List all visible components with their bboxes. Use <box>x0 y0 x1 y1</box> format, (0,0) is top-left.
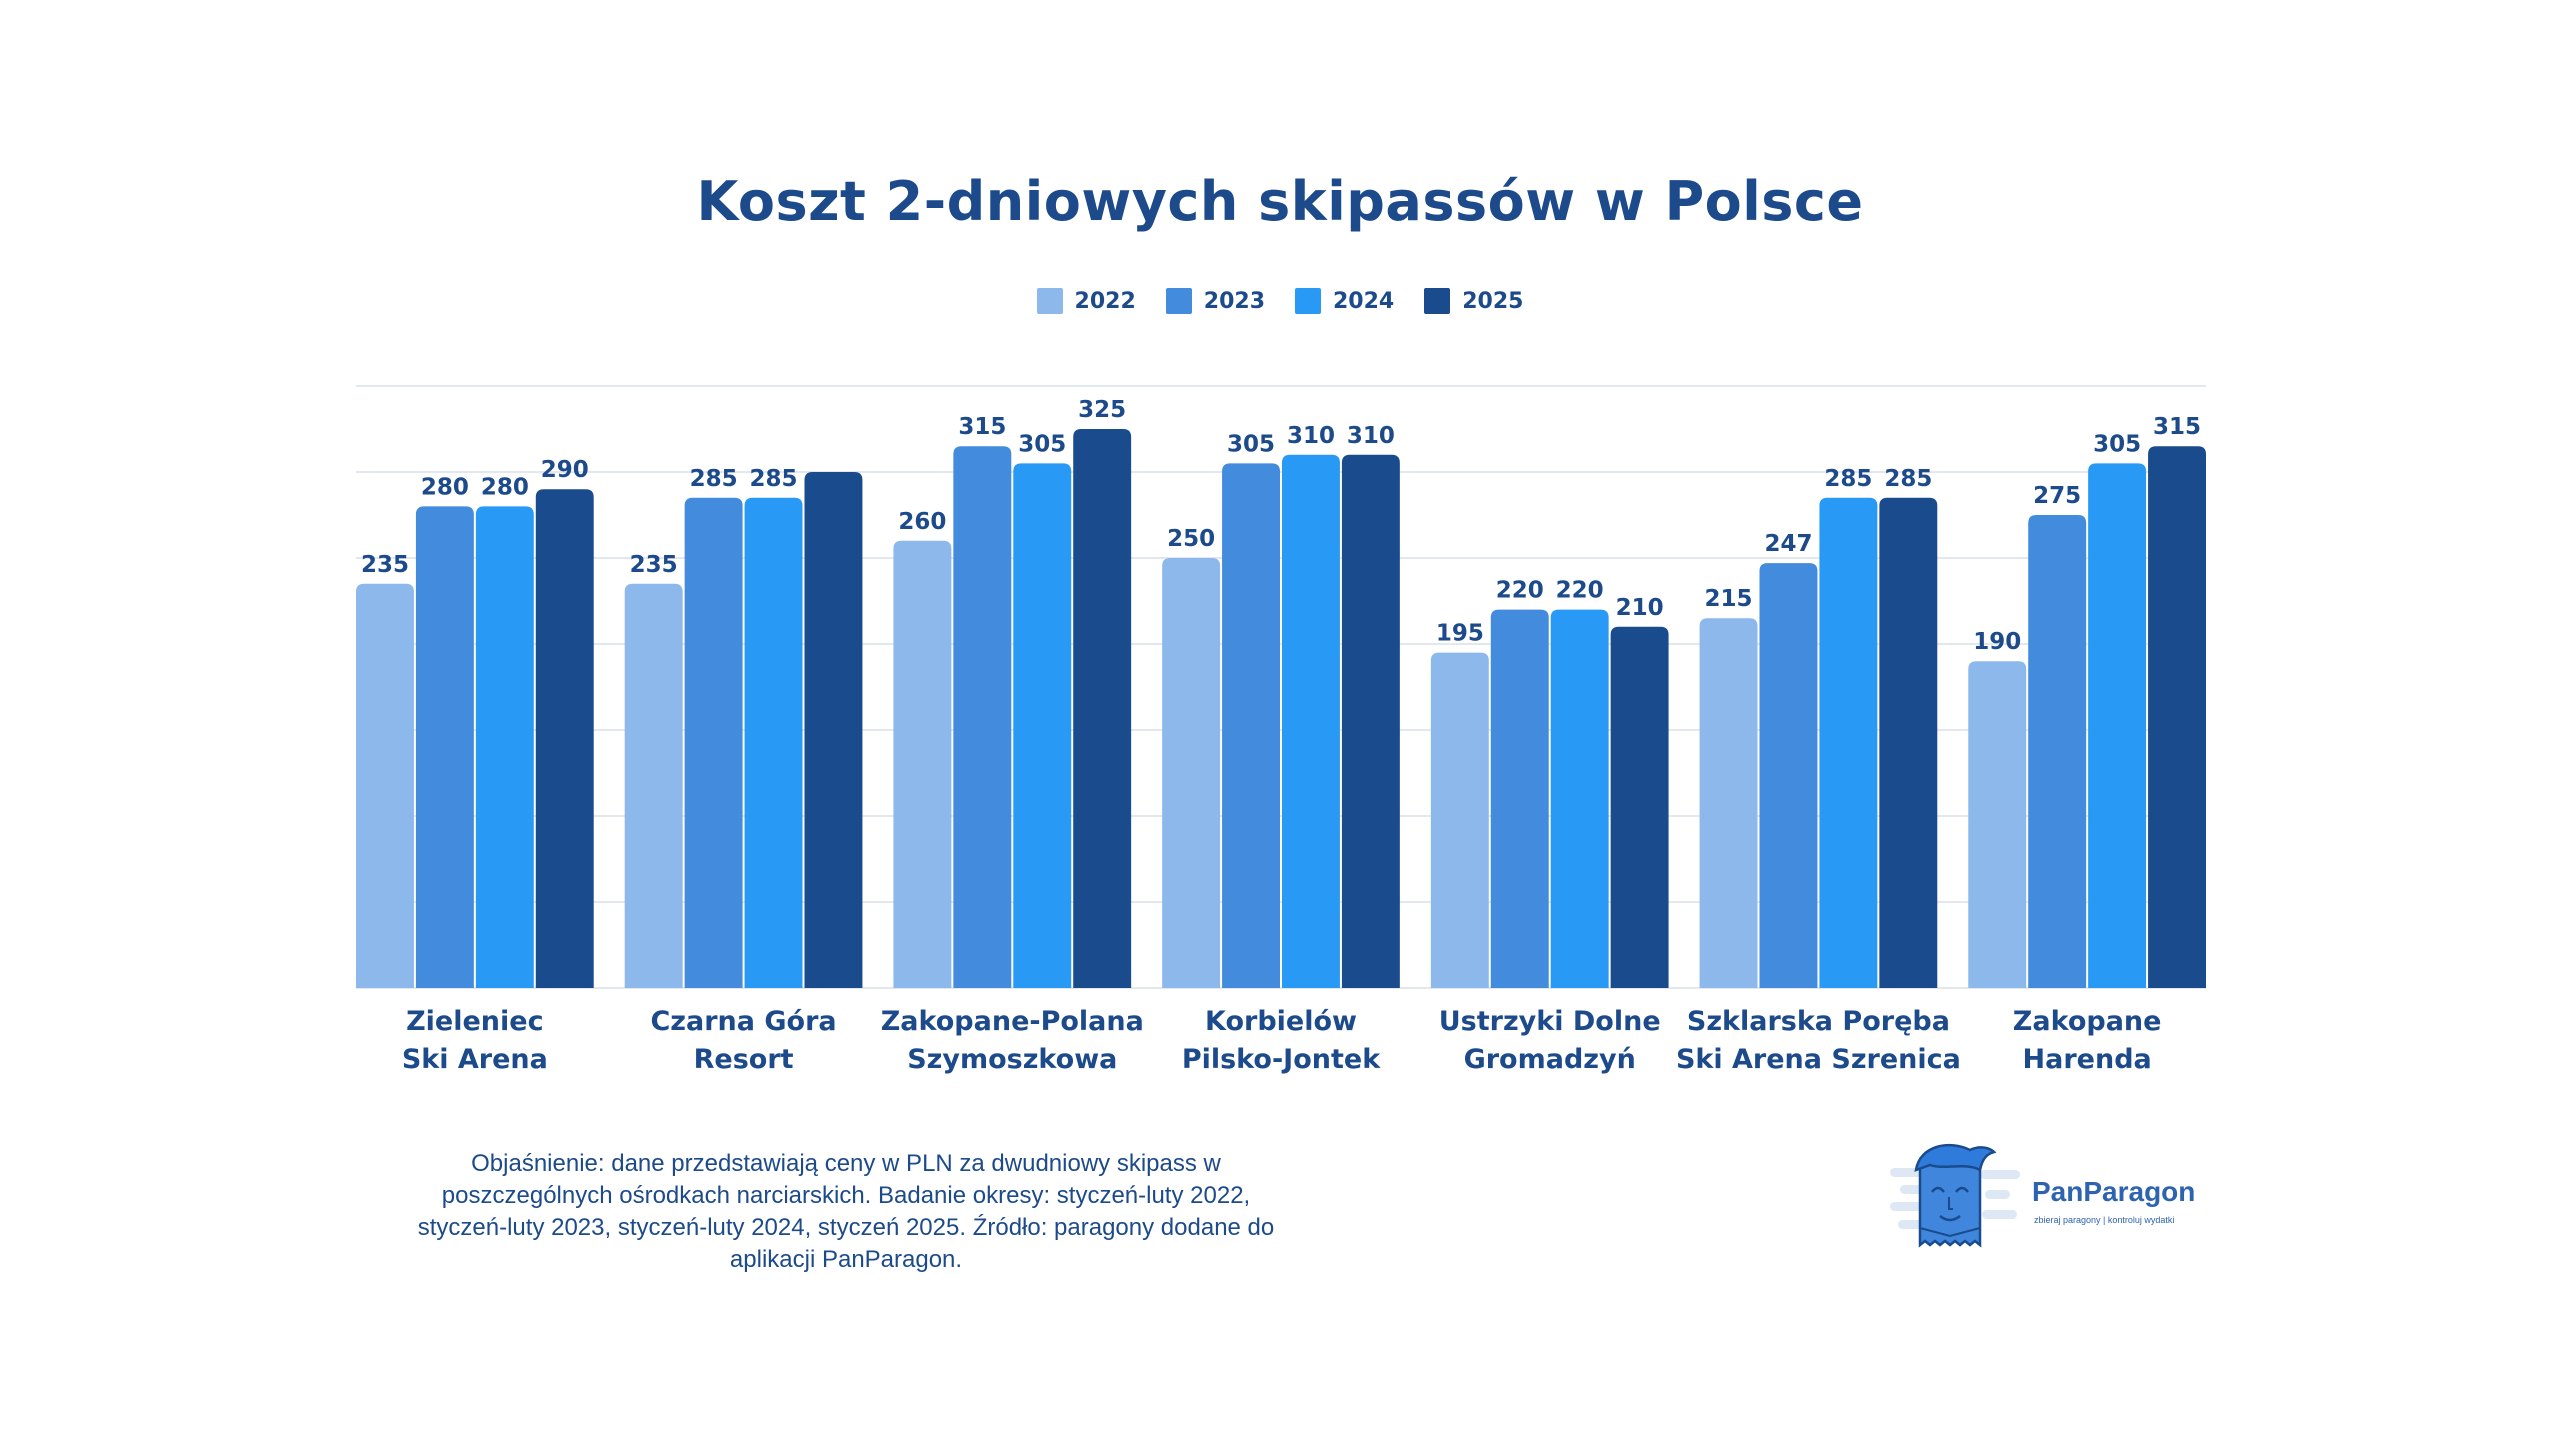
bar-2022 <box>624 583 683 988</box>
bar-2025 <box>1610 626 1669 988</box>
legend-swatch <box>1036 288 1063 314</box>
panparagon-logo: PanParagon zbieraj paragony | kontroluj … <box>1890 1140 2220 1260</box>
data-label: 210 <box>1616 595 1664 621</box>
bar-2024 <box>1282 454 1340 988</box>
bar-2023 <box>684 497 743 988</box>
bar-2023 <box>953 446 1012 988</box>
category-label: Harenda <box>2023 1044 2152 1075</box>
bar-2025 <box>804 472 863 988</box>
data-label: 235 <box>361 552 409 578</box>
data-label: 315 <box>2153 414 2201 440</box>
data-label: 310 <box>1287 423 1335 449</box>
legend-label: 2025 <box>1462 288 1524 314</box>
legend-item-2023: 2023 <box>1165 288 1265 314</box>
data-label: 247 <box>1764 531 1812 557</box>
bar-2025 <box>535 489 594 988</box>
legend-swatch <box>1165 288 1192 314</box>
bar-2023 <box>1759 563 1818 988</box>
data-label: 305 <box>1018 431 1066 457</box>
bar-2023 <box>2028 515 2087 988</box>
data-label: 215 <box>1705 586 1753 612</box>
category-label: Ustrzyki Dolne <box>1439 1006 1661 1037</box>
bar-2025 <box>1879 497 1938 988</box>
legend-item-2024: 2024 <box>1295 288 1394 314</box>
mascot-icon <box>1890 1143 2020 1248</box>
bar-2025 <box>1073 429 1132 988</box>
bar-2025 <box>1341 454 1400 988</box>
footnote-line: Objaśnienie: dane przedstawiają ceny w P… <box>471 1150 1221 1177</box>
logo-tagline: zbieraj paragony | kontroluj wydatki <box>2034 1215 2175 1225</box>
bar-2022 <box>356 583 414 988</box>
legend-label: 2024 <box>1333 288 1395 314</box>
bar-2023 <box>415 506 474 988</box>
legend-label: 2023 <box>1203 288 1265 314</box>
data-label: 285 <box>1884 466 1932 492</box>
chart-title: Koszt 2-dniowych skipassów w Polsce <box>696 170 1864 233</box>
data-label: 285 <box>1824 466 1872 492</box>
data-label: 220 <box>1556 578 1604 604</box>
bar-2023 <box>1490 609 1549 988</box>
bar-2022 <box>1968 661 2027 988</box>
legend-swatch <box>1424 288 1451 314</box>
data-label: 280 <box>421 474 469 500</box>
data-label: 220 <box>1496 578 1544 604</box>
legend-item-2025: 2025 <box>1424 288 1523 314</box>
data-label: 235 <box>630 552 678 578</box>
category-label: Zakopane <box>2013 1006 2162 1037</box>
data-label: 285 <box>750 466 798 492</box>
legend-item-2022: 2022 <box>1036 288 1136 314</box>
bar-2022 <box>1430 652 1489 988</box>
category-label: Ski Arena <box>402 1044 548 1075</box>
data-label: 190 <box>1973 629 2021 655</box>
legend-label: 2022 <box>1074 288 1136 314</box>
data-label: 305 <box>2093 431 2141 457</box>
footnote-line: styczeń-luty 2023, styczeń-luty 2024, st… <box>417 1214 1275 1241</box>
bar-2022 <box>1162 558 1221 988</box>
category-label: Szklarska Poręba <box>1687 1006 1950 1037</box>
bar-2024 <box>1013 463 1072 988</box>
data-label: 325 <box>1078 397 1126 423</box>
category-label: Zakopane-Polana <box>881 1006 1144 1037</box>
data-label: 195 <box>1436 621 1484 647</box>
category-label: Szymoszkowa <box>907 1044 1117 1075</box>
data-label: 285 <box>690 466 738 492</box>
category-label: Zieleniec <box>406 1006 544 1037</box>
bar-2025 <box>2148 446 2206 988</box>
data-label: 315 <box>958 414 1006 440</box>
footnote: Objaśnienie: dane przedstawiają ceny w P… <box>346 1148 1346 1276</box>
category-label: Korbielów <box>1205 1006 1357 1037</box>
bar-2024 <box>2088 463 2147 988</box>
data-label: 280 <box>481 474 529 500</box>
data-label: 260 <box>898 509 946 535</box>
category-label: Czarna Góra <box>650 1006 836 1037</box>
bar-2022 <box>893 540 952 988</box>
logo-name: PanParagon <box>2032 1176 2196 1207</box>
category-label: Ski Arena Szrenica <box>1676 1044 1961 1075</box>
bar-2023 <box>1222 463 1280 988</box>
bar-2024 <box>475 506 534 988</box>
bar-2022 <box>1699 618 1758 988</box>
category-label: Resort <box>694 1044 794 1075</box>
bar-2024 <box>1819 497 1878 988</box>
bar-2024 <box>1550 609 1609 988</box>
data-label: 305 <box>1227 431 1275 457</box>
category-label: Gromadzyń <box>1464 1044 1636 1075</box>
data-label: 275 <box>2033 483 2081 509</box>
data-label: 310 <box>1347 423 1395 449</box>
category-label: Pilsko-Jontek <box>1182 1044 1381 1075</box>
legend-swatch <box>1295 288 1321 314</box>
footnote-line: aplikacji PanParagon. <box>729 1246 963 1273</box>
data-label: 250 <box>1167 526 1215 552</box>
bar-2024 <box>744 497 803 988</box>
footnote-line: poszczególnych ośrodkach narciarskich. B… <box>441 1182 1251 1209</box>
legend: 2022 2023 2024 2025 <box>0 288 2560 314</box>
bar-chart: 235 280 280 290 Zieleniec Ski Arena 235 285 285 C… <box>356 385 2206 1075</box>
data-label: 290 <box>541 457 589 483</box>
